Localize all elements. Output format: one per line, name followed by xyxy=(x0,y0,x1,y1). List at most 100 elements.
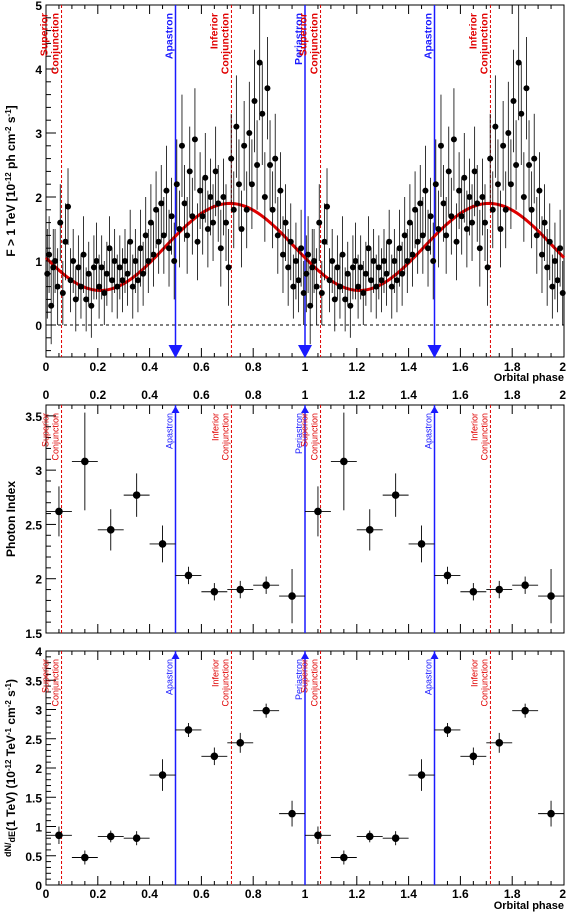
point-marker xyxy=(380,258,387,264)
data-point xyxy=(342,267,349,332)
point-marker xyxy=(518,110,525,117)
point-marker xyxy=(523,85,530,92)
x-tick-label: 0.4 xyxy=(141,388,158,402)
point-marker xyxy=(85,270,92,277)
data-point xyxy=(305,486,331,537)
data-point xyxy=(290,254,297,319)
point-marker xyxy=(186,168,193,175)
data-point xyxy=(264,37,271,140)
point-marker xyxy=(81,853,89,862)
point-marker xyxy=(437,142,444,149)
data-point xyxy=(223,184,230,261)
point-marker xyxy=(212,168,219,175)
point-marker xyxy=(72,296,79,303)
data-point xyxy=(486,580,513,599)
marker-label-conjunction: Superior xyxy=(41,659,51,693)
point-marker xyxy=(391,258,398,264)
data-point xyxy=(313,248,320,325)
data-point xyxy=(339,216,346,293)
point-marker xyxy=(93,258,100,264)
point-marker xyxy=(55,831,63,840)
data-point xyxy=(83,267,90,332)
point-marker xyxy=(331,296,338,303)
data-point xyxy=(461,133,468,223)
point-marker xyxy=(352,258,359,264)
point-marker xyxy=(443,232,450,239)
point-marker xyxy=(184,726,193,734)
point-marker xyxy=(220,194,227,200)
point-marker xyxy=(269,206,276,213)
point-marker xyxy=(106,832,115,841)
point-marker xyxy=(471,168,478,175)
point-marker xyxy=(495,739,504,747)
point-marker xyxy=(81,457,89,466)
x-tick-label: 1.2 xyxy=(348,887,365,901)
data-point xyxy=(97,509,124,551)
point-marker xyxy=(207,194,214,200)
point-marker xyxy=(340,853,348,862)
point-marker xyxy=(492,123,499,130)
data-point xyxy=(559,261,566,325)
data-point xyxy=(175,566,202,585)
point-marker xyxy=(463,226,470,232)
point-marker xyxy=(116,264,123,271)
marker-label-conjunction: Superior xyxy=(41,413,51,447)
data-point xyxy=(434,722,461,737)
point-marker xyxy=(349,264,356,271)
point-marker xyxy=(406,219,413,226)
point-marker xyxy=(391,491,400,499)
point-marker xyxy=(515,59,522,66)
arrow-up-icon xyxy=(430,406,439,413)
arrow-down-icon xyxy=(427,345,442,358)
data-point xyxy=(62,203,69,281)
data-point xyxy=(311,229,318,293)
data-point xyxy=(279,800,305,827)
point-marker xyxy=(184,232,191,239)
point-marker xyxy=(236,739,245,747)
y-label-text: ) xyxy=(4,679,18,683)
data-point xyxy=(307,267,314,345)
point-marker xyxy=(409,251,416,258)
data-point xyxy=(253,703,280,718)
data-point xyxy=(101,261,108,325)
data-point xyxy=(90,235,97,300)
point-marker xyxy=(318,290,325,296)
data-point xyxy=(528,171,535,249)
data-point xyxy=(538,216,545,293)
point-marker xyxy=(547,809,555,818)
data-point xyxy=(440,165,447,242)
point-marker xyxy=(106,526,115,534)
data-point xyxy=(71,412,98,511)
data-point xyxy=(235,139,242,229)
point-marker xyxy=(295,277,302,284)
point-marker xyxy=(194,238,201,245)
point-marker xyxy=(396,245,403,252)
data-point xyxy=(368,248,375,313)
marker-label-periastron: Periastron xyxy=(294,659,304,700)
point-marker xyxy=(109,277,116,284)
point-marker xyxy=(474,200,481,207)
data-point xyxy=(175,722,202,737)
marker-label-conjunction: Inferior xyxy=(210,413,220,441)
point-marker xyxy=(210,219,217,226)
point-marker xyxy=(521,581,529,590)
x-tick-label: 0.8 xyxy=(245,887,262,901)
data-point xyxy=(515,5,522,121)
data-point xyxy=(46,826,72,845)
point-marker xyxy=(96,283,103,290)
data-point xyxy=(393,248,400,313)
data-point xyxy=(399,241,406,306)
point-marker xyxy=(339,251,346,258)
data-point xyxy=(57,184,64,261)
point-marker xyxy=(210,587,219,596)
point-marker xyxy=(202,174,209,181)
point-marker xyxy=(497,226,504,232)
point-marker xyxy=(103,270,110,277)
y-tick-label: 2.5 xyxy=(25,733,42,747)
data-point xyxy=(482,184,489,261)
data-point xyxy=(365,216,372,281)
data-point xyxy=(189,177,196,255)
data-point xyxy=(230,171,237,249)
data-point xyxy=(321,203,328,281)
